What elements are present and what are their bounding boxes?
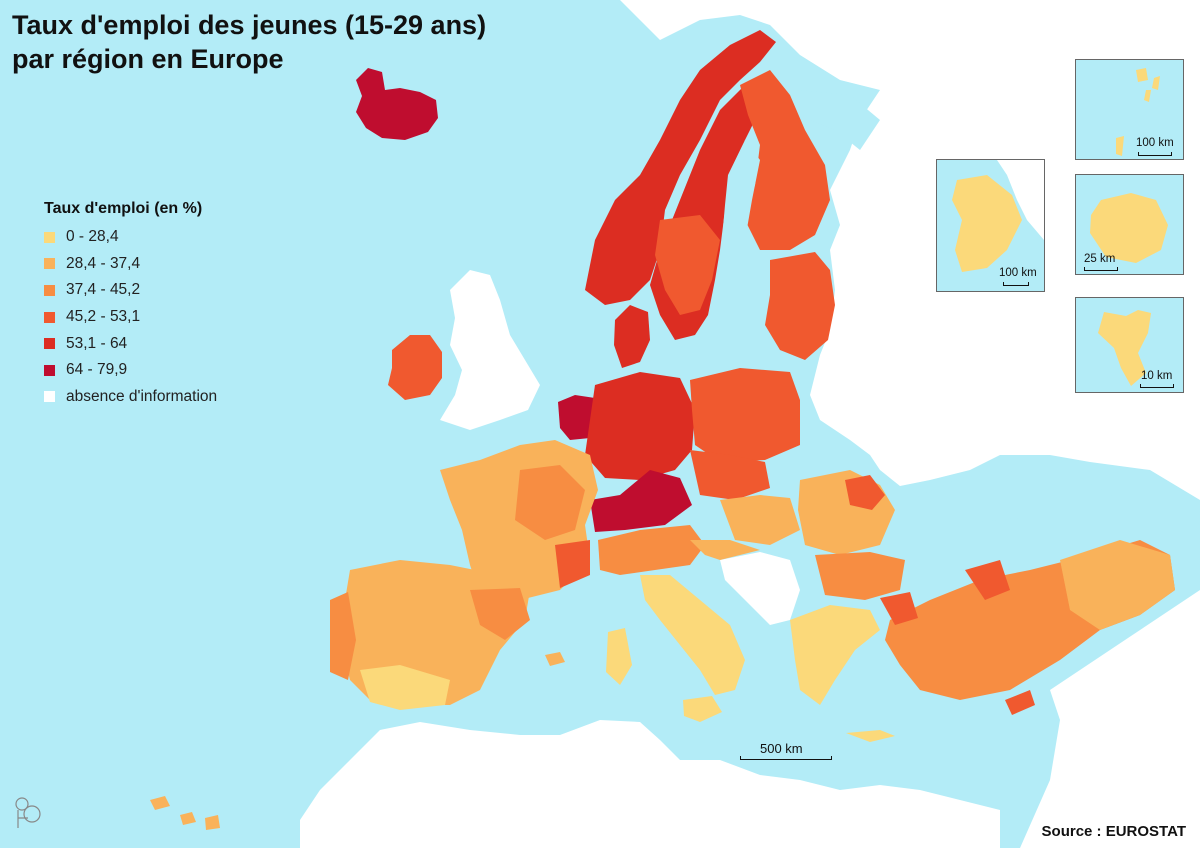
map-title: Taux d'emploi des jeunes (15-29 ans) par… bbox=[12, 8, 486, 76]
inset-mayotte-map bbox=[1098, 310, 1151, 386]
gulf-of-bothnia bbox=[722, 140, 760, 270]
legend-item: 53,1 - 64 bbox=[44, 330, 217, 357]
inset-guadeloupe: 100 km bbox=[1075, 59, 1184, 160]
legend-label: absence d'information bbox=[66, 387, 218, 405]
legend-label: 53,1 - 64 bbox=[66, 334, 128, 352]
legend-item: 64 - 79,9 bbox=[44, 357, 217, 384]
inset-reunion-map bbox=[1090, 193, 1168, 263]
legend-item: absence d'information bbox=[44, 384, 217, 411]
region-czechia bbox=[690, 450, 770, 500]
region-canary bbox=[150, 796, 220, 830]
region-poland bbox=[690, 368, 800, 462]
legend-swatch bbox=[44, 391, 55, 403]
region-crete bbox=[846, 730, 895, 742]
legend-label: 64 - 79,9 bbox=[66, 361, 128, 379]
region-balkans-no-data bbox=[720, 552, 800, 625]
region-sicily bbox=[683, 696, 722, 722]
main-scale-bar bbox=[740, 756, 832, 760]
land-middle-east-no-data bbox=[1020, 590, 1200, 848]
author-logo bbox=[15, 797, 41, 828]
region-finland bbox=[740, 70, 830, 250]
land-east-no-data bbox=[620, 0, 1200, 500]
inset-guyane-map bbox=[952, 160, 1044, 272]
region-norway bbox=[585, 30, 776, 305]
legend-label: 28,4 - 37,4 bbox=[66, 254, 141, 272]
inset-scale-label: 100 km bbox=[999, 267, 1037, 279]
map-title-line2: par région en Europe bbox=[12, 44, 284, 74]
legend-item: 0 - 28,4 bbox=[44, 224, 217, 251]
legend-swatch bbox=[44, 364, 55, 376]
region-baltics bbox=[765, 252, 835, 360]
region-south-italy bbox=[640, 575, 745, 695]
inset-scale-bar bbox=[1003, 282, 1029, 286]
region-hungary bbox=[720, 495, 800, 545]
legend-item: 28,4 - 37,4 bbox=[44, 251, 217, 278]
map-title-line1: Taux d'emploi des jeunes (15-29 ans) bbox=[12, 10, 487, 40]
inset-scale-label: 100 km bbox=[1136, 137, 1174, 149]
legend-swatch bbox=[44, 338, 55, 350]
legend-label: 0 - 28,4 bbox=[66, 228, 119, 246]
region-greece bbox=[790, 605, 880, 705]
legend-item: 37,4 - 45,2 bbox=[44, 277, 217, 304]
legend-label: 37,4 - 45,2 bbox=[66, 281, 141, 299]
region-portugal bbox=[330, 592, 356, 680]
main-scale-label: 500 km bbox=[760, 741, 803, 756]
legend-swatch bbox=[44, 284, 55, 296]
legend-swatch bbox=[44, 231, 55, 243]
legend-title: Taux d'emploi (en %) bbox=[44, 200, 203, 217]
legend-swatch bbox=[44, 258, 55, 270]
land-africa-no-data bbox=[300, 720, 1000, 848]
region-north-italy bbox=[598, 525, 705, 575]
region-ireland bbox=[388, 335, 442, 400]
inset-reunion: 25 km bbox=[1075, 174, 1184, 275]
legend: Taux d'emploi (en %) 0 - 28,4 28,4 - 37,… bbox=[44, 200, 217, 410]
region-bulgaria bbox=[815, 552, 905, 600]
inset-scale-bar bbox=[1138, 152, 1172, 156]
region-sardinia bbox=[606, 628, 632, 685]
region-uk-no-data bbox=[440, 270, 540, 430]
inset-scale-label: 25 km bbox=[1084, 253, 1116, 265]
inset-guadeloupe-map bbox=[1116, 68, 1160, 156]
region-germany bbox=[585, 372, 695, 480]
inset-mayotte: 10 km bbox=[1075, 297, 1184, 393]
region-netherlands bbox=[558, 395, 598, 440]
black-sea bbox=[910, 470, 1120, 530]
region-alps bbox=[590, 470, 692, 532]
region-cyprus bbox=[1005, 690, 1035, 715]
region-denmark bbox=[614, 305, 650, 368]
region-iceland bbox=[356, 68, 438, 140]
source-credit: Source : EUROSTAT bbox=[1041, 823, 1186, 840]
legend-label: 45,2 - 53,1 bbox=[66, 308, 141, 326]
legend-item: 45,2 - 53,1 bbox=[44, 304, 217, 331]
inset-guyane: 100 km bbox=[936, 159, 1045, 292]
legend-swatch bbox=[44, 311, 55, 323]
inset-scale-bar bbox=[1084, 267, 1118, 271]
inset-scale-label: 10 km bbox=[1141, 370, 1173, 382]
inset-scale-bar bbox=[1140, 384, 1174, 388]
